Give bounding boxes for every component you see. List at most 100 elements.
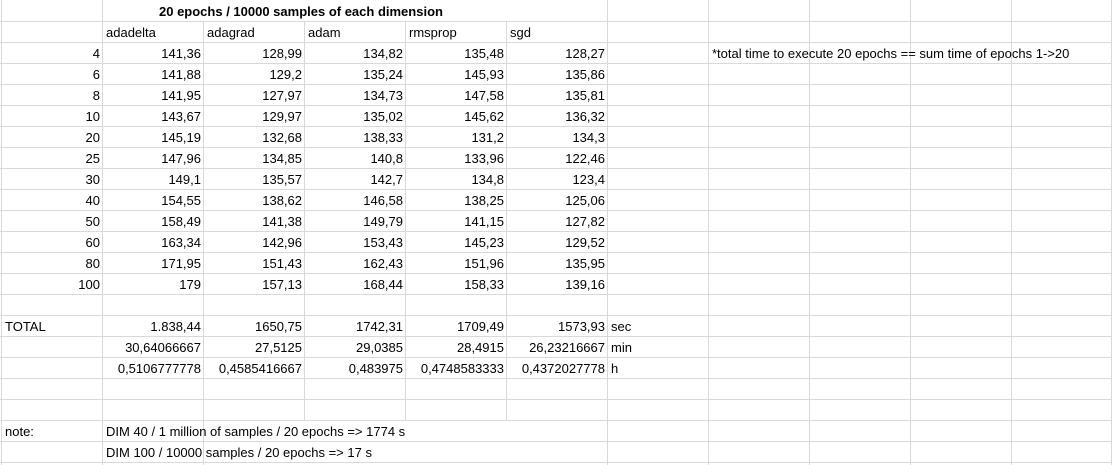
total-label-cell[interactable]	[2, 337, 103, 358]
value-cell[interactable]: 134,8	[471, 172, 504, 187]
value-cell[interactable]: 145,93	[464, 67, 504, 82]
value-cell[interactable]: 145,19	[161, 130, 201, 145]
dimension-cell[interactable]: 10	[85, 109, 100, 124]
column-header-sgd[interactable]: sgd	[510, 25, 531, 40]
value-cell[interactable]: 132,68	[262, 130, 302, 145]
value-cell[interactable]: 146,58	[363, 193, 403, 208]
value-cell[interactable]: 135,57	[262, 172, 302, 187]
total-value-cell[interactable]: 29,0385	[356, 340, 403, 355]
value-cell[interactable]: 134,3	[572, 130, 605, 145]
value-cell[interactable]: 136,32	[565, 109, 605, 124]
value-cell[interactable]: 158,49	[161, 214, 201, 229]
value-cell[interactable]: 127,97	[262, 88, 302, 103]
dimension-cell[interactable]: 20	[85, 130, 100, 145]
total-value-cell[interactable]: 0,5106777778	[117, 361, 201, 376]
value-cell[interactable]: 145,62	[464, 109, 504, 124]
total-value-cell[interactable]: 1650,75	[255, 319, 302, 334]
total-value-cell[interactable]: 27,5125	[255, 340, 302, 355]
dimension-cell[interactable]: 6	[92, 67, 100, 82]
dimension-cell[interactable]: 4	[92, 46, 100, 61]
value-cell[interactable]: 143,67	[161, 109, 201, 124]
dimension-cell[interactable]: 80	[85, 256, 100, 271]
value-cell[interactable]: 134,85	[262, 151, 302, 166]
value-cell[interactable]: 129,97	[262, 109, 302, 124]
total-value-cell[interactable]: 1573,93	[558, 319, 605, 334]
value-cell[interactable]: 145,23	[464, 235, 504, 250]
value-cell[interactable]: 135,95	[565, 256, 605, 271]
value-cell[interactable]: 157,13	[262, 277, 302, 292]
value-cell[interactable]: 158,33	[464, 277, 504, 292]
value-cell[interactable]: 149,1	[168, 172, 201, 187]
side-note[interactable]: *total time to execute 20 epochs == sum …	[712, 46, 1070, 61]
total-value-cell[interactable]: 1.838,44	[150, 319, 201, 334]
value-cell[interactable]: 151,96	[464, 256, 504, 271]
value-cell[interactable]: 138,62	[262, 193, 302, 208]
value-cell[interactable]: 125,06	[565, 193, 605, 208]
total-value-cell[interactable]: 1709,49	[457, 319, 504, 334]
dimension-cell[interactable]: 40	[85, 193, 100, 208]
value-cell[interactable]: 142,7	[370, 172, 403, 187]
value-cell[interactable]: 140,8	[370, 151, 403, 166]
value-cell[interactable]: 128,27	[565, 46, 605, 61]
value-cell[interactable]: 154,55	[161, 193, 201, 208]
note-label[interactable]: note:	[5, 424, 34, 439]
value-cell[interactable]: 139,16	[565, 277, 605, 292]
value-cell[interactable]: 135,24	[363, 67, 403, 82]
dimension-cell[interactable]: 100	[78, 277, 100, 292]
value-cell[interactable]: 162,43	[363, 256, 403, 271]
value-cell[interactable]: 135,86	[565, 67, 605, 82]
sheet-title[interactable]: 20 epochs / 10000 samples of each dimens…	[159, 4, 443, 19]
value-cell[interactable]: 135,81	[565, 88, 605, 103]
column-header-adadelta[interactable]: adadelta	[106, 25, 156, 40]
value-cell[interactable]: 168,44	[363, 277, 403, 292]
value-cell[interactable]: 127,82	[565, 214, 605, 229]
value-cell[interactable]: 129,2	[269, 67, 302, 82]
column-header-adam[interactable]: adam	[308, 25, 341, 40]
total-label-cell[interactable]	[2, 358, 103, 379]
value-cell[interactable]: 134,82	[363, 46, 403, 61]
value-cell[interactable]: 179	[179, 277, 201, 292]
total-value-cell[interactable]: 0,4372027778	[521, 361, 605, 376]
value-cell[interactable]: 153,43	[363, 235, 403, 250]
value-cell[interactable]: 135,48	[464, 46, 504, 61]
unit-cell[interactable]: h	[611, 361, 619, 376]
column-header-adagrad[interactable]: adagrad	[207, 25, 255, 40]
value-cell[interactable]: 138,33	[363, 130, 403, 145]
value-cell[interactable]: 147,58	[464, 88, 504, 103]
total-value-cell[interactable]: 1742,31	[356, 319, 403, 334]
dimension-cell[interactable]: 25	[85, 151, 100, 166]
value-cell[interactable]: 141,38	[262, 214, 302, 229]
value-cell[interactable]: 163,34	[161, 235, 201, 250]
total-value-cell[interactable]: 0,483975	[348, 361, 403, 376]
total-value-cell[interactable]: 0,4585416667	[218, 361, 302, 376]
value-cell[interactable]: 134,73	[363, 88, 403, 103]
value-cell[interactable]: 131,2	[471, 130, 504, 145]
value-cell[interactable]: 122,46	[565, 151, 605, 166]
total-value-cell[interactable]: 26,23216667	[529, 340, 605, 355]
total-value-cell[interactable]: 28,4915	[457, 340, 504, 355]
value-cell[interactable]: 141,88	[161, 67, 201, 82]
total-value-cell[interactable]: 30,64066667	[125, 340, 201, 355]
unit-cell[interactable]: min	[611, 340, 632, 355]
value-cell[interactable]: 141,36	[161, 46, 201, 61]
dimension-cell[interactable]: 50	[85, 214, 100, 229]
column-header-rmsprop[interactable]: rmsprop	[409, 25, 457, 40]
value-cell[interactable]: 171,95	[161, 256, 201, 271]
value-cell[interactable]: 142,96	[262, 235, 302, 250]
dimension-cell[interactable]: 8	[92, 88, 100, 103]
dimension-cell[interactable]: 30	[85, 172, 100, 187]
value-cell[interactable]: 135,02	[363, 109, 403, 124]
value-cell[interactable]: 149,79	[363, 214, 403, 229]
value-cell[interactable]: 123,4	[572, 172, 605, 187]
note-line-1[interactable]: DIM 40 / 1 million of samples / 20 epoch…	[106, 424, 406, 439]
value-cell[interactable]: 133,96	[464, 151, 504, 166]
note-line-2[interactable]: DIM 100 / 10000 samples / 20 epochs => 1…	[106, 445, 372, 460]
value-cell[interactable]: 138,25	[464, 193, 504, 208]
value-cell[interactable]: 141,95	[161, 88, 201, 103]
total-label-cell[interactable]: TOTAL	[5, 319, 46, 334]
value-cell[interactable]: 141,15	[464, 214, 504, 229]
dimension-cell[interactable]: 60	[85, 235, 100, 250]
total-value-cell[interactable]: 0,4748583333	[420, 361, 504, 376]
value-cell[interactable]: 129,52	[565, 235, 605, 250]
value-cell[interactable]: 147,96	[161, 151, 201, 166]
